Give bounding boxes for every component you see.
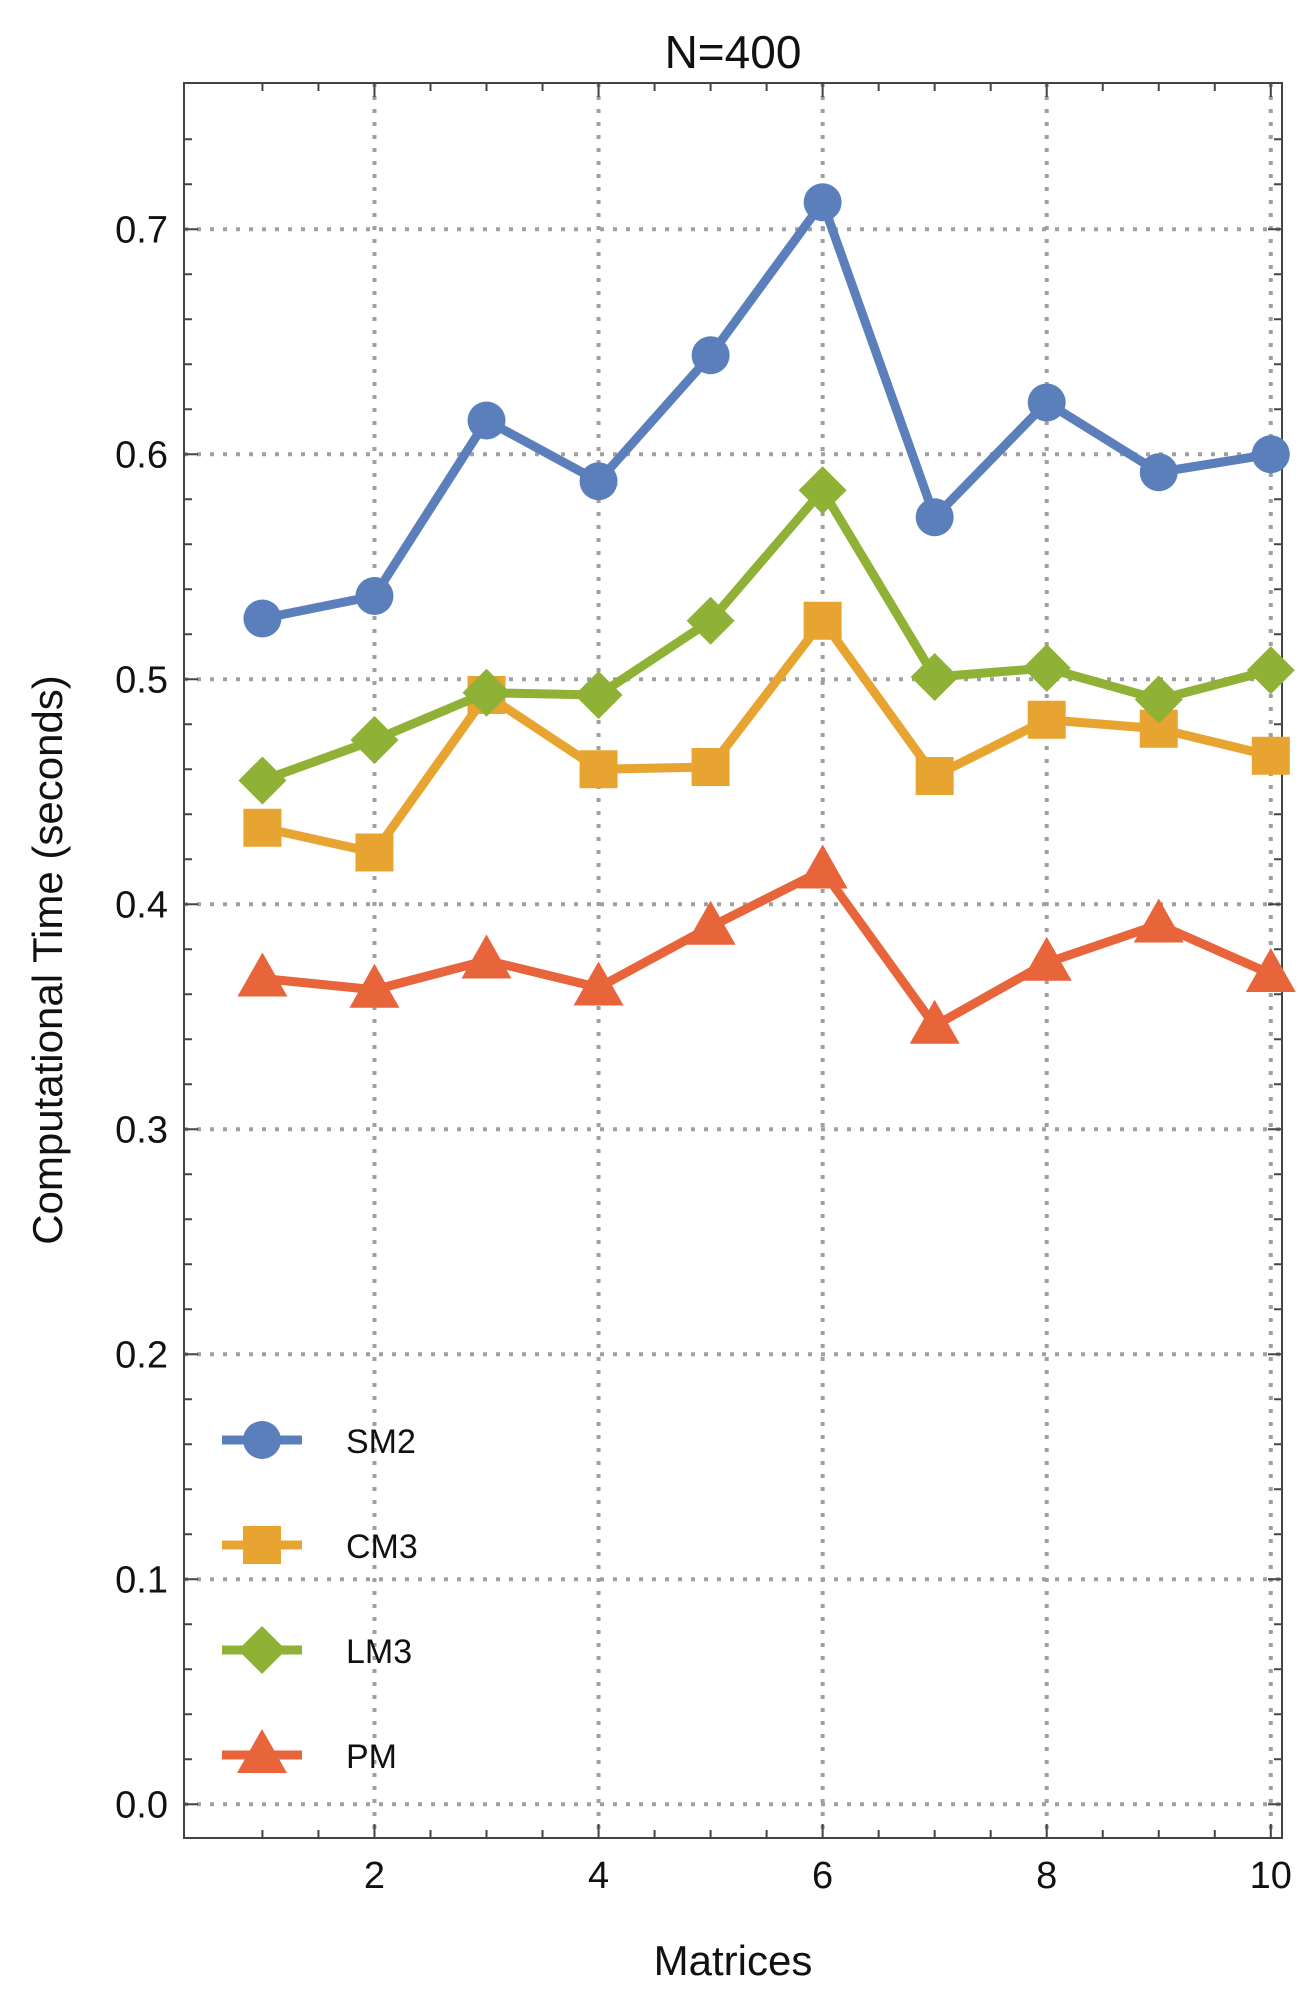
legend-label: SM2 bbox=[346, 1423, 416, 1461]
y-tick-label: 0.3 bbox=[115, 1109, 168, 1151]
x-tick-label: 2 bbox=[364, 1855, 385, 1897]
series-lm3 bbox=[238, 466, 1295, 805]
data-point-lm3 bbox=[1246, 646, 1295, 695]
legend-item-cm3: CM3 bbox=[222, 1526, 418, 1566]
data-point-lm3 bbox=[1022, 644, 1071, 692]
x-tick-label: 6 bbox=[812, 1855, 833, 1897]
legend-label: PM bbox=[346, 1738, 397, 1776]
data-point-sm2 bbox=[467, 401, 506, 440]
plot-frame bbox=[183, 82, 1283, 1839]
data-point-sm2 bbox=[803, 183, 842, 222]
data-point-cm3 bbox=[915, 757, 954, 795]
data-point-sm2 bbox=[243, 599, 282, 638]
data-point-cm3 bbox=[579, 750, 618, 789]
y-tick-label: 0.1 bbox=[115, 1559, 168, 1601]
data-point-cm3 bbox=[243, 808, 282, 847]
data-point-pm bbox=[685, 900, 736, 945]
y-tick-label: 0.4 bbox=[115, 884, 168, 926]
data-point-pm bbox=[573, 961, 624, 1006]
data-point-sm2 bbox=[579, 462, 618, 501]
y-tick-label: 0.2 bbox=[115, 1334, 168, 1376]
data-point-pm bbox=[237, 952, 288, 997]
x-tick-label: 8 bbox=[1036, 1855, 1057, 1897]
legend-item-sm2: SM2 bbox=[222, 1421, 416, 1461]
x-tick-label: 4 bbox=[588, 1855, 609, 1897]
grid-layer bbox=[184, 83, 1282, 1838]
legend-swatch-marker bbox=[243, 1421, 281, 1459]
series-layer bbox=[237, 183, 1296, 1044]
data-point-sm2 bbox=[355, 577, 394, 615]
chart-title: N=400 bbox=[665, 26, 802, 78]
data-point-cm3 bbox=[803, 601, 842, 640]
data-point-sm2 bbox=[1251, 435, 1290, 474]
legend-swatch-marker bbox=[238, 1626, 286, 1674]
data-point-pm bbox=[909, 999, 960, 1044]
data-point-lm3 bbox=[238, 756, 287, 805]
data-point-lm3 bbox=[798, 466, 847, 515]
data-point-sm2 bbox=[1139, 453, 1178, 492]
x-tick-label: 10 bbox=[1250, 1855, 1292, 1897]
y-tick-label: 0.5 bbox=[115, 659, 168, 701]
data-point-pm bbox=[797, 844, 848, 889]
legend-swatch-marker bbox=[237, 1729, 287, 1773]
legend-label: LM3 bbox=[346, 1633, 412, 1671]
series-line-lm3 bbox=[260, 485, 1272, 785]
legend-item-lm3: LM3 bbox=[222, 1626, 412, 1674]
y-tick-label: 0.7 bbox=[115, 209, 168, 251]
legend: SM2 CM3 LM3 PM bbox=[222, 1421, 418, 1776]
tick-layer: 2 4 6 8 10 0.0 0.1 0.2 0.3 0.4 0.5 0.6 0.7 bbox=[115, 83, 1292, 1897]
series-line-sm2 bbox=[261, 197, 1272, 623]
series-sm2 bbox=[243, 183, 1290, 638]
y-axis-label: Computational Time (seconds) bbox=[24, 675, 71, 1245]
series-line-cm3 bbox=[261, 616, 1272, 857]
data-point-lm3 bbox=[350, 716, 399, 764]
data-point-sm2 bbox=[915, 498, 954, 537]
data-point-sm2 bbox=[1027, 383, 1066, 422]
data-point-lm3 bbox=[574, 671, 623, 719]
data-point-pm bbox=[1021, 936, 1072, 981]
x-axis-label: Matrices bbox=[654, 1937, 813, 1984]
series-cm3 bbox=[243, 601, 1290, 872]
data-point-cm3 bbox=[355, 833, 394, 872]
y-tick-label: 0.6 bbox=[115, 434, 168, 476]
series-pm bbox=[237, 844, 1296, 1044]
data-point-pm bbox=[1245, 948, 1296, 992]
data-point-lm3 bbox=[910, 653, 959, 701]
data-point-pm bbox=[461, 934, 512, 979]
legend-swatch-marker bbox=[243, 1526, 281, 1564]
data-point-sm2 bbox=[691, 336, 730, 375]
data-point-lm3 bbox=[686, 596, 735, 645]
legend-label: CM3 bbox=[346, 1528, 418, 1566]
data-point-pm bbox=[1133, 898, 1184, 943]
data-point-cm3 bbox=[691, 748, 730, 786]
legend-item-pm: PM bbox=[222, 1729, 397, 1776]
data-point-pm bbox=[349, 963, 400, 1008]
data-point-cm3 bbox=[1027, 700, 1066, 739]
series-line-pm bbox=[261, 866, 1273, 1031]
data-point-lm3 bbox=[462, 668, 511, 717]
y-tick-label: 0.0 bbox=[115, 1784, 168, 1826]
data-point-cm3 bbox=[1251, 736, 1290, 775]
data-point-lm3 bbox=[1134, 675, 1183, 724]
